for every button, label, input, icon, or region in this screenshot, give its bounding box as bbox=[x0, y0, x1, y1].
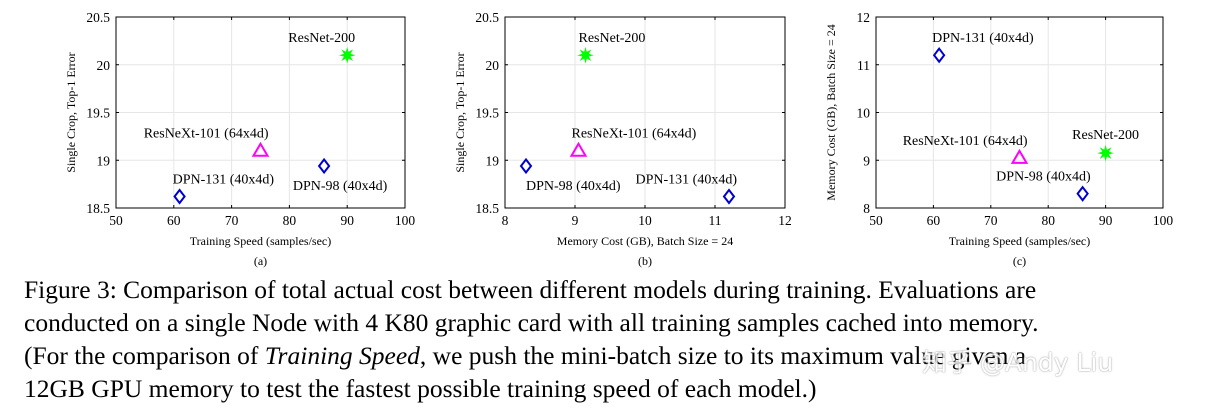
x-tick-label: 100 bbox=[395, 213, 416, 228]
data-point-diamond bbox=[173, 188, 186, 205]
point-label: DPN-98 (40x4d) bbox=[293, 179, 388, 194]
chart-panel-2: 8 9 10 11 12 18.5 19 19.5 20 20.5 Memory Cost (GB)… bbox=[453, 10, 792, 268]
y-tick-label: 19 bbox=[486, 153, 500, 168]
x-tick-label: 9 bbox=[572, 213, 579, 228]
y-tick-label: 19.5 bbox=[86, 106, 110, 121]
x-tick-label: 50 bbox=[869, 213, 883, 228]
x-tick-label: 60 bbox=[927, 213, 941, 228]
data-point-star bbox=[338, 46, 356, 64]
x-tick-label: 90 bbox=[1099, 213, 1113, 228]
point-label: ResNet-200 bbox=[579, 31, 646, 46]
point-label: DPN-131 (40x4d) bbox=[636, 173, 738, 188]
caption-line-3-italic: Training Speed bbox=[264, 341, 420, 370]
y-tick-label: 12 bbox=[857, 10, 871, 25]
x-tick-label: 70 bbox=[225, 213, 239, 228]
point-label: ResNet-200 bbox=[1072, 128, 1139, 143]
x-tick-label: 12 bbox=[778, 213, 792, 228]
x-tick-label: 60 bbox=[167, 213, 181, 228]
data-point-diamond bbox=[1076, 185, 1089, 202]
watermark: 知乎 @Andy Liu bbox=[922, 348, 1114, 377]
y-tick-label: 20 bbox=[486, 58, 500, 73]
caption-line-3: (For the comparison of Training Speed, w… bbox=[24, 339, 1224, 372]
caption-line-2: conducted on a single Node with 4 K80 gr… bbox=[24, 308, 1039, 337]
y-tick-label: 20.5 bbox=[86, 10, 110, 25]
y-tick-label: 19 bbox=[97, 153, 111, 168]
point-label: ResNeXt-101 (64x4d) bbox=[144, 127, 269, 142]
x-tick-label: 10 bbox=[638, 213, 652, 228]
x-tick-label: 100 bbox=[1153, 213, 1174, 228]
y-tick-label: 19.5 bbox=[475, 106, 499, 121]
y-tick-label: 11 bbox=[857, 58, 870, 73]
point-label: ResNet-200 bbox=[288, 31, 355, 46]
y-axis-label: Memory Cost (GB), Batch Size = 24 bbox=[824, 24, 838, 200]
point-label: ResNeXt-101 (64x4d) bbox=[572, 127, 697, 142]
point-label: DPN-131 (40x4d) bbox=[932, 31, 1034, 46]
data-point-triangle bbox=[251, 141, 270, 157]
caption-line-3-end: , we push the mini-batch size to its max… bbox=[419, 341, 1027, 370]
x-tick-label: 70 bbox=[984, 213, 998, 228]
chart-panel-3: 50 60 70 80 90 100 8 9 10 11 12 Training Speed (sam… bbox=[824, 10, 1173, 268]
panel-label: (b) bbox=[638, 254, 652, 268]
x-tick-label: 80 bbox=[1041, 213, 1055, 228]
data-point-diamond bbox=[317, 157, 331, 175]
panel-label: (c) bbox=[1013, 254, 1026, 268]
y-tick-label: 10 bbox=[857, 106, 871, 121]
y-tick-label: 9 bbox=[863, 153, 870, 168]
point-label: DPN-98 (40x4d) bbox=[526, 179, 621, 194]
data-point-diamond bbox=[519, 157, 533, 175]
y-axis-label: Single Crop, Top-1 Error bbox=[64, 52, 78, 172]
x-axis-label: Training Speed (samples/sec) bbox=[190, 234, 332, 248]
y-tick-label: 20.5 bbox=[475, 10, 499, 25]
x-axis-label: Training Speed (samples/sec) bbox=[949, 234, 1091, 248]
point-label: DPN-98 (40x4d) bbox=[996, 170, 1091, 185]
y-axis-label: Single Crop, Top-1 Error bbox=[453, 52, 467, 172]
chart-panel-1: 50 60 70 80 90 100 18.5 19 19.5 20 20.5 Training Sp… bbox=[64, 10, 415, 268]
figure-charts: 50 60 70 80 90 100 18.5 19 19.5 20 20.5 Training Sp… bbox=[64, 10, 1173, 268]
x-tick-label: 50 bbox=[109, 213, 123, 228]
x-tick-label: 90 bbox=[340, 213, 354, 228]
data-point-diamond bbox=[722, 188, 736, 205]
data-point-star bbox=[1097, 144, 1114, 162]
figure-caption: Figure 3: Comparison of total actual cos… bbox=[24, 273, 1224, 405]
x-axis-label: Memory Cost (GB), Batch Size = 24 bbox=[557, 234, 733, 248]
data-point-diamond bbox=[932, 47, 946, 64]
caption-line-4: 12GB GPU memory to test the fastest poss… bbox=[24, 374, 817, 403]
y-tick-label: 18.5 bbox=[475, 201, 499, 216]
y-tick-label: 20 bbox=[97, 58, 111, 73]
y-tick-label: 8 bbox=[863, 201, 870, 216]
data-point-triangle bbox=[1010, 148, 1029, 164]
point-label: ResNeXt-101 (64x4d) bbox=[903, 134, 1028, 149]
x-tick-label: 8 bbox=[502, 213, 509, 228]
x-tick-label: 80 bbox=[283, 213, 297, 228]
data-point-triangle bbox=[569, 141, 588, 157]
y-tick-label: 18.5 bbox=[86, 201, 110, 216]
caption-line-1: Figure 3: Comparison of total actual cos… bbox=[24, 275, 1037, 304]
caption-line-3-start: (For the comparison of bbox=[24, 341, 265, 370]
panel-label: (a) bbox=[254, 254, 267, 268]
x-tick-label: 11 bbox=[709, 213, 722, 228]
data-point-star bbox=[577, 46, 594, 64]
point-label: DPN-131 (40x4d) bbox=[173, 173, 275, 188]
